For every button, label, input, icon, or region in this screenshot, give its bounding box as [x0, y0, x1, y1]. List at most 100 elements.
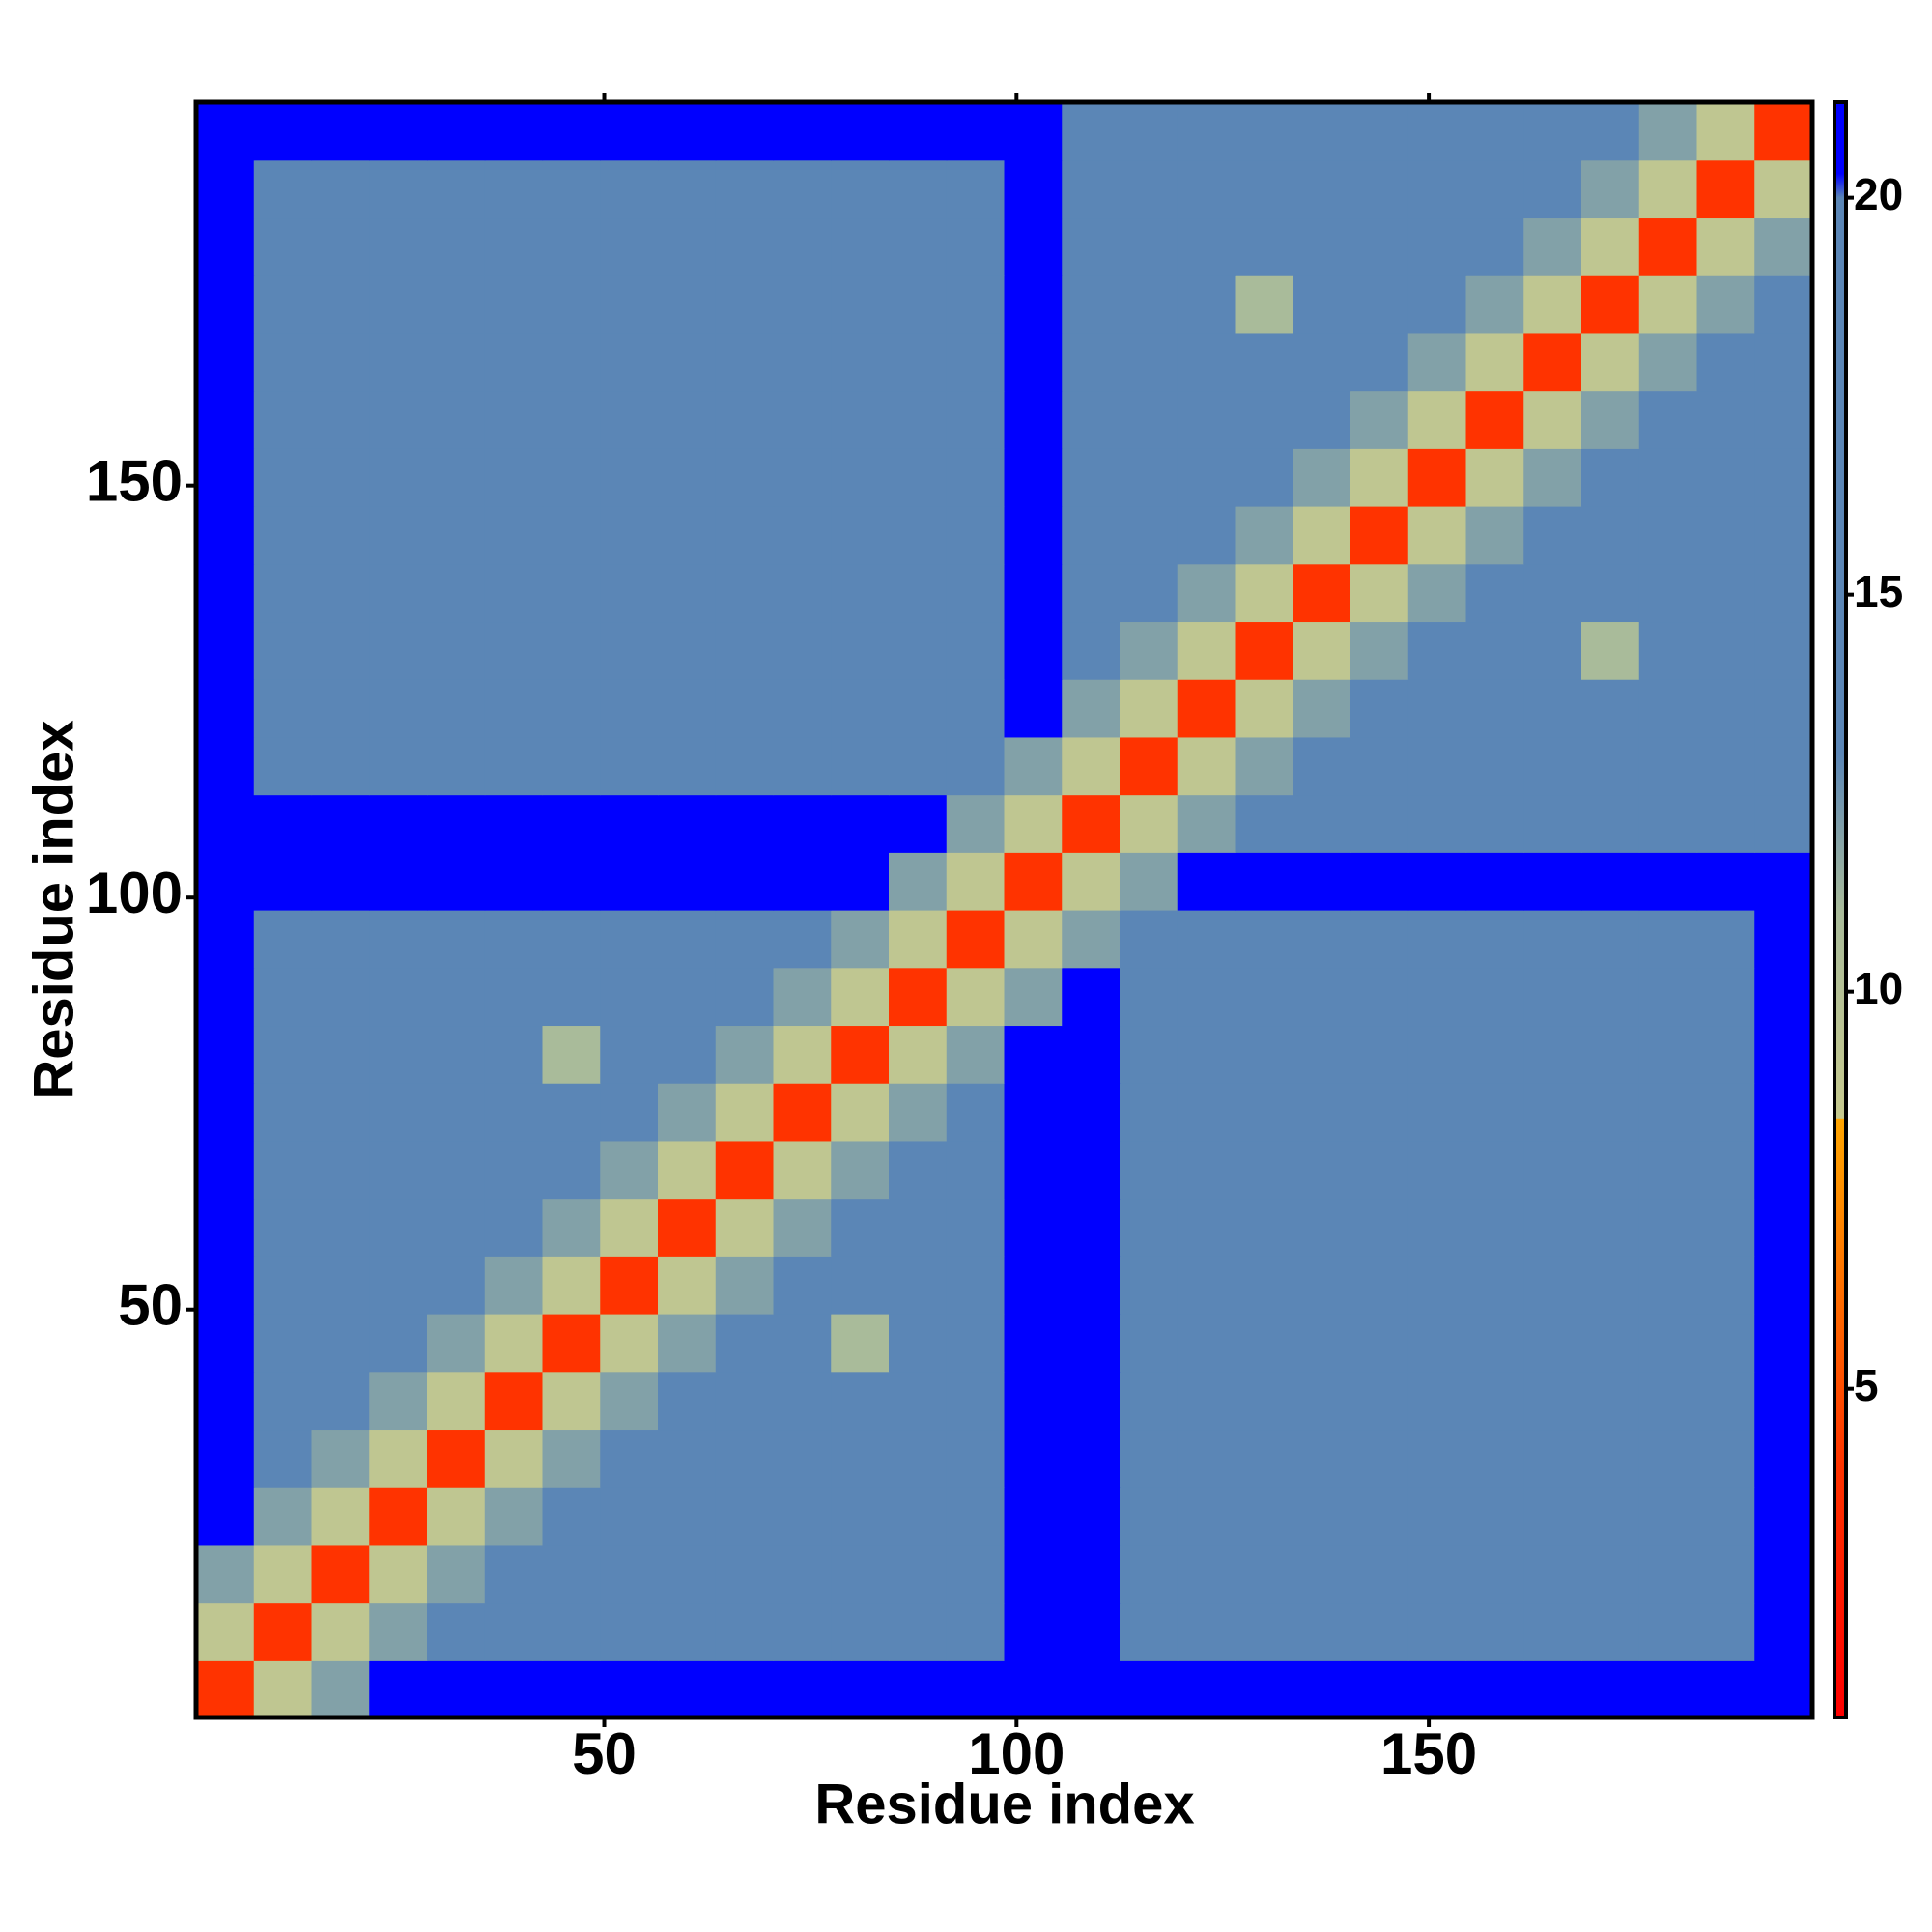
- heatmap-cell: [889, 1602, 948, 1661]
- heatmap-cell: [600, 1429, 659, 1488]
- heatmap-cell: [658, 159, 717, 219]
- heatmap-cell: [1523, 1429, 1582, 1488]
- heatmap-cell: [889, 1660, 948, 1719]
- heatmap-cell: [484, 1487, 544, 1546]
- heatmap-cell: [1754, 1025, 1813, 1084]
- heatmap-cell: [369, 506, 428, 565]
- heatmap-cell: [369, 448, 428, 507]
- heatmap-cell: [1696, 1602, 1755, 1661]
- heatmap-cell: [1062, 1025, 1121, 1084]
- heatmap-cell: [1696, 332, 1755, 392]
- heatmap-cell: [253, 1140, 313, 1200]
- colorbar: [1833, 100, 1848, 1719]
- heatmap-cell: [831, 1314, 890, 1373]
- heatmap-cell: [1465, 1256, 1524, 1315]
- heatmap-cell: [1465, 910, 1524, 969]
- heatmap-cell: [831, 275, 890, 334]
- heatmap-cell: [658, 910, 717, 969]
- heatmap-cell: [831, 1544, 890, 1604]
- colorbar-tick-label: 15: [1854, 566, 1903, 616]
- heatmap-cell: [1465, 217, 1524, 276]
- heatmap-cell: [253, 217, 313, 276]
- heatmap-cell: [484, 910, 544, 969]
- heatmap-cell: [369, 217, 428, 276]
- heatmap-cell: [1754, 1083, 1813, 1142]
- heatmap-cell: [1465, 506, 1524, 565]
- heatmap-cell: [1523, 621, 1582, 680]
- heatmap-cell: [484, 679, 544, 738]
- heatmap-cell: [773, 1429, 832, 1488]
- heatmap-cell: [831, 448, 890, 507]
- heatmap-cell: [831, 563, 890, 623]
- heatmap-cell: [1120, 563, 1179, 623]
- heatmap-cell: [542, 1140, 601, 1200]
- heatmap-cell: [1696, 102, 1755, 161]
- heatmap-cell: [1177, 448, 1236, 507]
- heatmap-cell: [1407, 1602, 1467, 1661]
- heatmap-cell: [1177, 1660, 1236, 1719]
- heatmap-cell: [1062, 1371, 1121, 1431]
- heatmap-cell: [773, 159, 832, 219]
- heatmap-cell: [196, 1140, 255, 1200]
- heatmap-cell: [773, 506, 832, 565]
- heatmap-cell: [773, 390, 832, 449]
- heatmap-cell: [1235, 1660, 1293, 1719]
- heatmap-cell: [773, 621, 832, 680]
- heatmap-cell: [1696, 1544, 1755, 1604]
- heatmap-cell: [1523, 275, 1582, 334]
- heatmap-cell: [1350, 1487, 1409, 1546]
- heatmap-cell: [1581, 1371, 1640, 1431]
- heatmap-cell: [542, 159, 601, 219]
- heatmap-cell: [658, 506, 717, 565]
- heatmap-cell: [1638, 1083, 1698, 1142]
- heatmap-cell: [658, 448, 717, 507]
- heatmap-cell: [1293, 159, 1351, 219]
- heatmap-cell: [946, 679, 1006, 738]
- heatmap-cell: [427, 736, 486, 796]
- heatmap-cell: [1523, 506, 1582, 565]
- plot-frame: [193, 99, 1815, 1720]
- heatmap-cell: [1062, 736, 1121, 796]
- heatmap-cell: [369, 794, 428, 853]
- heatmap-cell: [484, 275, 544, 334]
- heatmap-cell: [542, 1314, 601, 1373]
- heatmap-cell: [369, 1140, 428, 1200]
- heatmap-cell: [484, 1371, 544, 1431]
- heatmap-cell: [1581, 506, 1640, 565]
- heatmap-cell: [196, 1256, 255, 1315]
- heatmap-cell: [1407, 275, 1467, 334]
- heatmap-cell: [889, 332, 948, 392]
- heatmap-cell: [1350, 794, 1409, 853]
- heatmap-cell: [600, 332, 659, 392]
- heatmap-cell: [600, 1083, 659, 1142]
- heatmap-cell: [1465, 448, 1524, 507]
- heatmap-cell: [1293, 102, 1351, 161]
- heatmap-cell: [946, 1256, 1006, 1315]
- heatmap-cell: [484, 794, 544, 853]
- heatmap-cell: [1407, 1140, 1467, 1200]
- heatmap-cell: [831, 1083, 890, 1142]
- heatmap-cell: [1177, 102, 1236, 161]
- heatmap-cell: [542, 1487, 601, 1546]
- heatmap-cell: [1465, 1083, 1524, 1142]
- heatmap-cell: [715, 1083, 775, 1142]
- heatmap-cell: [427, 1140, 486, 1200]
- heatmap-cell: [889, 275, 948, 334]
- heatmap-cell: [1696, 910, 1755, 969]
- heatmap-cell: [369, 332, 428, 392]
- heatmap-cell: [196, 1198, 255, 1257]
- heatmap-cell: [1638, 390, 1698, 449]
- heatmap-cell: [1293, 448, 1351, 507]
- heatmap-cell: [196, 448, 255, 507]
- heatmap-cell: [946, 217, 1006, 276]
- heatmap-cell: [427, 217, 486, 276]
- heatmap-cell: [1696, 1660, 1755, 1719]
- heatmap-cell: [1177, 967, 1236, 1027]
- heatmap-cell: [1696, 448, 1755, 507]
- heatmap-cell: [1696, 1256, 1755, 1315]
- heatmap-cell: [1638, 1660, 1698, 1719]
- heatmap-cell: [1754, 1602, 1813, 1661]
- heatmap-cell: [427, 102, 486, 161]
- heatmap-cell: [369, 1371, 428, 1431]
- heatmap-cell: [311, 159, 370, 219]
